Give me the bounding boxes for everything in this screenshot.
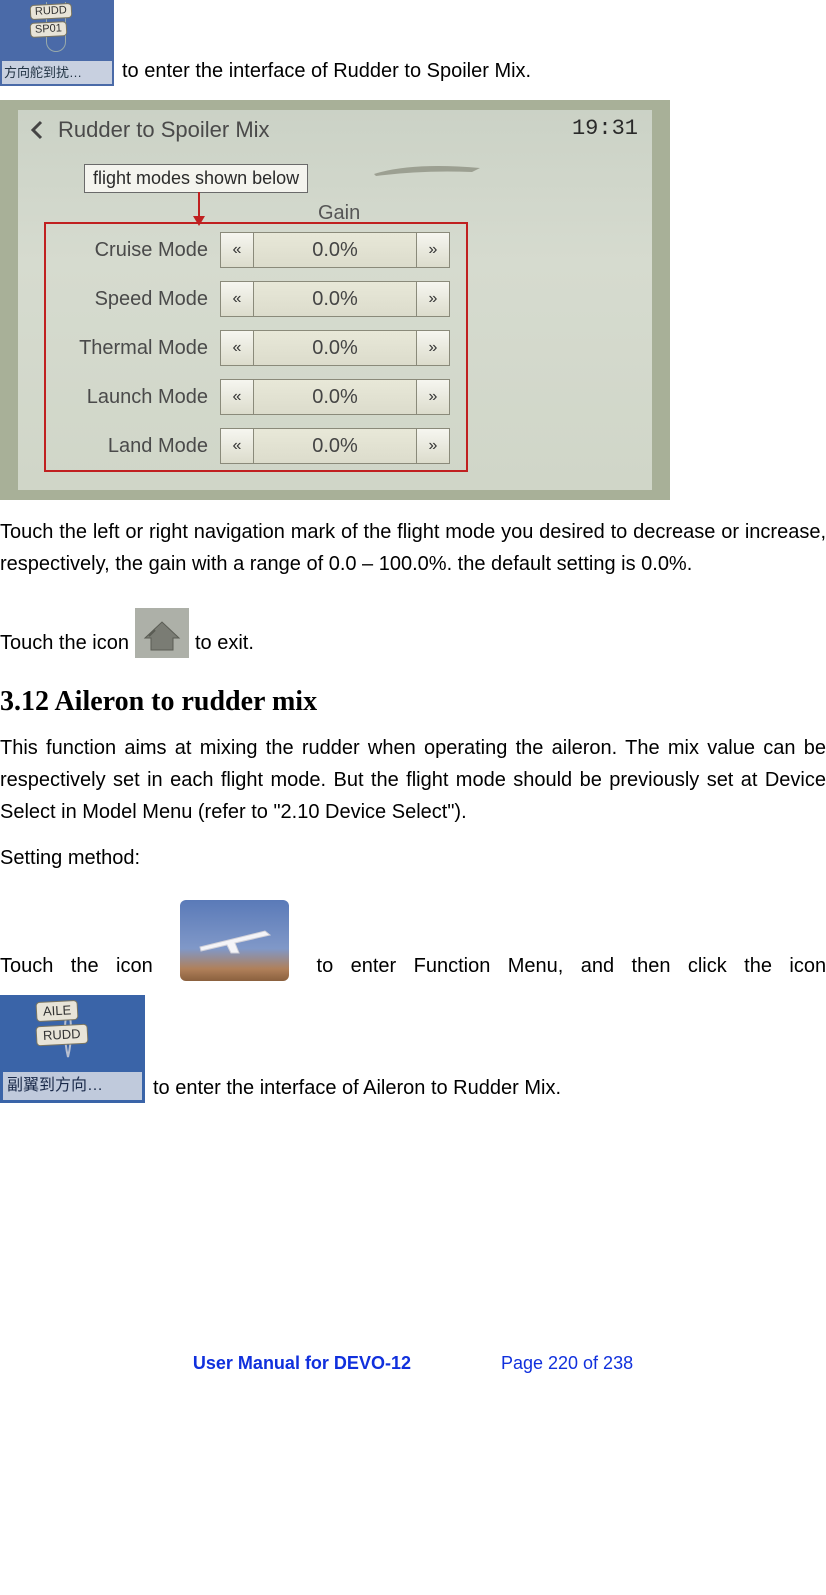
w-icon2: icon xyxy=(789,951,826,981)
aile-rudd-text: to enter the interface of Aileron to Rud… xyxy=(153,1073,561,1103)
w-and: and xyxy=(581,951,614,981)
w-to: to xyxy=(317,951,334,981)
decrease-button[interactable]: « xyxy=(220,379,254,415)
function-menu-icon xyxy=(180,900,289,981)
icon-caption: 方向舵到扰… xyxy=(2,61,112,85)
rudd-sp01-icon: RUDD SP01 方向舵到扰… xyxy=(0,0,114,86)
mode-label: Launch Mode xyxy=(48,386,220,409)
icon-tag-rudd: RUDD xyxy=(30,3,73,20)
gain-value: 0.0% xyxy=(254,330,416,366)
mode-rows: Cruise Mode « 0.0% » Speed Mode « 0.0% » xyxy=(48,226,464,471)
decrease-button[interactable]: « xyxy=(220,428,254,464)
footer-manual-title: User Manual for DEVO-12 xyxy=(193,1353,411,1374)
w-then: then xyxy=(632,951,671,981)
w-menu: Menu, xyxy=(508,951,564,981)
increase-button[interactable]: » xyxy=(416,428,450,464)
mode-row: Cruise Mode « 0.0% » xyxy=(48,226,464,274)
icon-tag-aile: AILE xyxy=(36,1000,79,1022)
gain-value: 0.0% xyxy=(254,232,416,268)
footer-page-number: Page 220 of 238 xyxy=(501,1353,633,1374)
screen-clock: 19:31 xyxy=(572,116,638,141)
increase-button[interactable]: » xyxy=(416,330,450,366)
touch-icon-prefix: Touch the icon xyxy=(0,628,129,658)
increase-button[interactable]: » xyxy=(416,379,450,415)
w-enter: enter xyxy=(351,951,397,981)
aile-rudd-line: AILE RUDD 副翼到方向… to enter the interface … xyxy=(0,995,826,1103)
callout-label: flight modes shown below xyxy=(84,164,308,193)
mode-row: Thermal Mode « 0.0% » xyxy=(48,324,464,372)
mode-label: Thermal Mode xyxy=(48,337,220,360)
function-menu-line: Touch the icon to enter Function Menu, a… xyxy=(0,900,826,981)
mode-label: Land Mode xyxy=(48,435,220,458)
decrease-button[interactable]: « xyxy=(220,330,254,366)
w-icon: icon xyxy=(116,951,153,981)
icon-tag-rudd2: RUDD xyxy=(36,1024,89,1046)
icon-caption-aile: 副翼到方向… xyxy=(3,1072,142,1100)
gain-value: 0.0% xyxy=(254,379,416,415)
section-312-heading: 3.12 Aileron to rudder mix xyxy=(0,686,826,718)
w-function: Function xyxy=(414,951,491,981)
mode-row: Land Mode « 0.0% » xyxy=(48,422,464,470)
screen-title: Rudder to Spoiler Mix xyxy=(58,117,270,143)
page-footer: User Manual for DEVO-12 Page 220 of 238 xyxy=(0,1353,826,1374)
section-312-intro: This function aims at mixing the rudder … xyxy=(0,732,826,828)
increase-button[interactable]: » xyxy=(416,232,450,268)
touch-exit-line: Touch the icon to exit. xyxy=(0,608,826,658)
gain-value: 0.0% xyxy=(254,281,416,317)
increase-button[interactable]: » xyxy=(416,281,450,317)
rudder-spoiler-screenshot: Rudder to Spoiler Mix 19:31 flight modes… xyxy=(0,100,670,500)
exit-icon xyxy=(135,608,189,658)
aile-rudd-icon: AILE RUDD 副翼到方向… xyxy=(0,995,145,1103)
glider-silhouette-icon xyxy=(372,160,482,180)
callout-arrow-icon xyxy=(198,192,200,218)
touch-icon-suffix: to exit. xyxy=(195,628,254,658)
mode-label: Cruise Mode xyxy=(48,239,220,262)
w-touch: Touch xyxy=(0,951,53,981)
line-rudd-sp01-text: to enter the interface of Rudder to Spoi… xyxy=(122,56,531,86)
decrease-button[interactable]: « xyxy=(220,232,254,268)
w-the2: the xyxy=(744,951,772,981)
icon-tag-sp01: SP01 xyxy=(30,21,68,38)
mode-row: Launch Mode « 0.0% » xyxy=(48,373,464,421)
mode-label: Speed Mode xyxy=(48,288,220,311)
setting-method-label: Setting method: xyxy=(0,842,826,874)
back-chevron-icon[interactable] xyxy=(26,118,50,142)
w-the: the xyxy=(71,951,99,981)
decrease-button[interactable]: « xyxy=(220,281,254,317)
mode-row: Speed Mode « 0.0% » xyxy=(48,275,464,323)
gain-description-paragraph: Touch the left or right navigation mark … xyxy=(0,516,826,580)
gain-value: 0.0% xyxy=(254,428,416,464)
w-click: click xyxy=(688,951,727,981)
line-rudd-sp01: RUDD SP01 方向舵到扰… to enter the interface … xyxy=(0,0,826,86)
